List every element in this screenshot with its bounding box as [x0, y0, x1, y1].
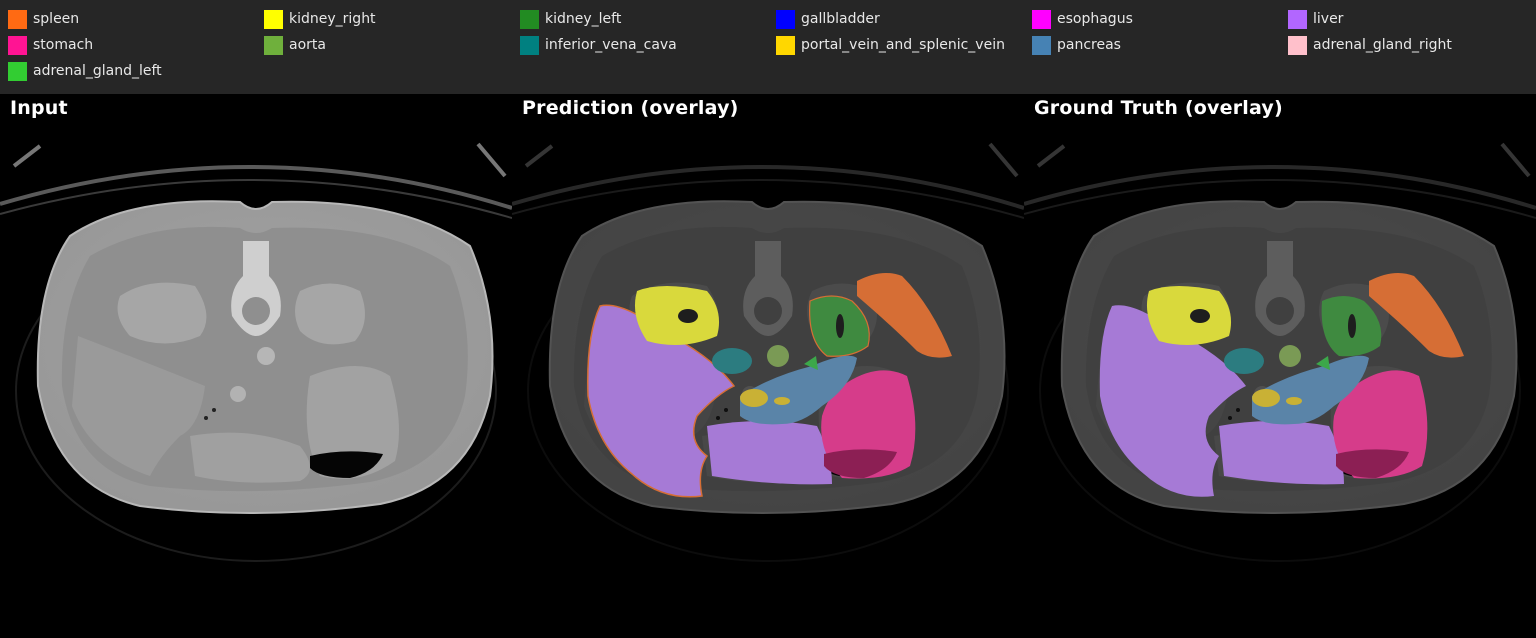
legend-label-gallbladder: gallbladder: [801, 11, 880, 27]
overlay-spleen-ground-truth: [1369, 272, 1464, 358]
legend-item-stomach: stomach: [8, 35, 93, 55]
legend-swatch-esophagus: [1032, 9, 1051, 29]
legend-swatch-adrenal-gland-right: [1288, 35, 1307, 55]
overlay-aorta-prediction: [767, 345, 789, 367]
legend-label-spleen: spleen: [33, 11, 80, 27]
legend-item-kidney-right: kidney_right: [264, 9, 376, 29]
legend-label-stomach: stomach: [33, 37, 94, 53]
overlay-adrenal-left-prediction: [804, 356, 818, 370]
legend-swatch-portal-vein: [776, 35, 795, 55]
legend-item-esophagus: esophagus: [1032, 9, 1133, 29]
overlay-liver-ground-truth: [1099, 305, 1246, 497]
overlay-portal-vein-prediction: [740, 389, 768, 407]
ct-image-input: [0, 126, 512, 638]
legend-swatch-inferior-vena-cava: [520, 35, 539, 55]
overlay-spleen-prediction: [857, 272, 952, 358]
legend-item-adrenal-gland-right: adrenal_gland_right: [1288, 35, 1452, 55]
legend-swatch-kidney-right: [264, 9, 283, 29]
overlay-aorta-ground-truth: [1279, 345, 1301, 367]
legend-swatch-gallbladder: [776, 9, 795, 29]
legend-label-portal-vein: portal_vein_and_splenic_vein: [801, 37, 1005, 53]
ct-image-prediction: [512, 126, 1024, 638]
panel-title-input: Input: [10, 97, 68, 119]
legend-item-liver: liver: [1288, 9, 1343, 29]
legend-item-inferior-vena-cava: inferior_vena_cava: [520, 35, 677, 55]
legend-label-adrenal-gland-left: adrenal_gland_left: [33, 63, 162, 79]
legend-item-gallbladder: gallbladder: [776, 9, 880, 29]
overlay-portal-vein-ground-truth: [1252, 389, 1280, 407]
overlay-liver-lower-ground-truth: [1219, 421, 1344, 485]
legend-swatch-pancreas: [1032, 35, 1051, 55]
overlay-liver-prediction: [587, 304, 736, 498]
legend-swatch-spleen: [8, 9, 27, 29]
overlay-kidney-right-prediction: [634, 286, 720, 345]
legend-label-liver: liver: [1313, 11, 1344, 27]
panel-title-prediction: Prediction (overlay): [522, 97, 739, 119]
legend-label-kidney-right: kidney_right: [289, 11, 376, 27]
overlay-kidney-right-ground-truth: [1146, 286, 1232, 345]
legend-swatch-kidney-left: [520, 9, 539, 29]
legend-label-pancreas: pancreas: [1057, 37, 1121, 53]
legend-item-adrenal-gland-left: adrenal_gland_left: [8, 61, 162, 81]
legend-label-esophagus: esophagus: [1057, 11, 1133, 27]
legend-swatch-stomach: [8, 35, 27, 55]
overlay-liver-lower-prediction: [707, 421, 832, 485]
legend-item-kidney-left: kidney_left: [520, 9, 621, 29]
panel-prediction: Prediction (overlay): [512, 94, 1024, 638]
legend-item-spleen: spleen: [8, 9, 79, 29]
ct-image-ground-truth: [1024, 126, 1536, 638]
legend-swatch-aorta: [264, 35, 283, 55]
legend: spleen kidney_right kidney_left gallblad…: [0, 0, 1536, 94]
legend-item-pancreas: pancreas: [1032, 35, 1121, 55]
overlay-adrenal-left-ground-truth: [1316, 356, 1330, 370]
panel-ground-truth: Ground Truth (overlay): [1024, 94, 1536, 638]
legend-label-aorta: aorta: [289, 37, 326, 53]
overlay-ivc-ground-truth: [1224, 348, 1264, 374]
panel-title-ground-truth: Ground Truth (overlay): [1034, 97, 1283, 119]
overlay-pancreas-ground-truth: [1252, 355, 1369, 425]
overlay-ivc-prediction: [712, 348, 752, 374]
panel-input: Input: [0, 94, 512, 638]
legend-label-inferior-vena-cava: inferior_vena_cava: [545, 37, 677, 53]
overlay-pancreas-prediction: [740, 355, 857, 425]
legend-label-kidney-left: kidney_left: [545, 11, 622, 27]
legend-swatch-liver: [1288, 9, 1307, 29]
legend-label-adrenal-gland-right: adrenal_gland_right: [1313, 37, 1452, 53]
legend-item-portal-vein: portal_vein_and_splenic_vein: [776, 35, 1005, 55]
legend-swatch-adrenal-gland-left: [8, 61, 27, 81]
legend-item-aorta: aorta: [264, 35, 326, 55]
